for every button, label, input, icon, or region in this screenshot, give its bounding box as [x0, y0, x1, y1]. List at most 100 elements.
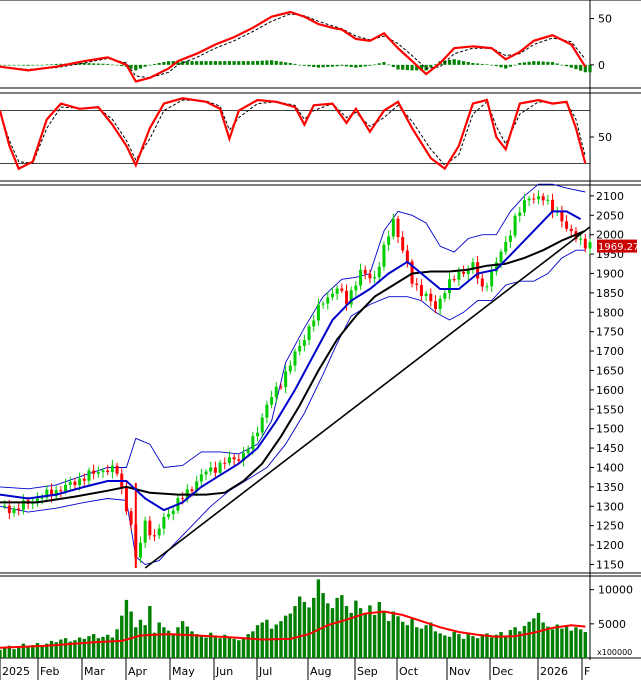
volume-bar: [457, 634, 461, 658]
macd-hist-bar: [87, 63, 91, 65]
macd-hist-bar: [204, 61, 208, 65]
volume-bar: [358, 608, 363, 658]
stochastic-panel: 50: [0, 97, 612, 171]
price-tick-label: 2100: [596, 190, 624, 203]
volume-bar: [396, 616, 400, 658]
volume-bar: [110, 637, 115, 658]
volume-bar: [447, 636, 452, 658]
candle-body: [157, 528, 161, 536]
candle-body: [138, 542, 142, 558]
stochastic-k-line: [0, 97, 587, 171]
candle-body: [298, 345, 302, 352]
macd-hist-bar: [480, 63, 484, 65]
volume-average-line: [0, 610, 586, 649]
volume-bar: [546, 626, 550, 658]
volume-bar: [96, 638, 101, 658]
price-tick-label: 1800: [596, 306, 624, 319]
candle-body: [148, 520, 152, 536]
candle-body: [326, 297, 330, 304]
volume-bar: [321, 593, 325, 658]
volume-bar: [171, 633, 175, 658]
candle-body: [471, 262, 475, 270]
macd-hist-bar: [358, 64, 363, 68]
volume-bar: [475, 638, 480, 658]
volume-bar: [246, 634, 250, 658]
volume-bar: [209, 632, 213, 658]
macd-hist-bar: [452, 59, 456, 65]
candle-body: [218, 462, 222, 473]
volume-bar: [2, 647, 7, 658]
candle-body: [551, 199, 555, 213]
month-label: Dec: [492, 665, 513, 678]
volume-bar: [504, 636, 508, 658]
volume-bar: [49, 640, 54, 658]
candle-body: [569, 228, 573, 232]
macd-hist-bar: [307, 64, 311, 67]
price-tick-label: 1900: [596, 267, 624, 280]
volume-bar: [527, 621, 531, 658]
candle-body: [382, 244, 386, 267]
macd-hist-bar: [579, 64, 583, 71]
volume-bar: [302, 601, 307, 658]
volume-bar: [480, 635, 485, 658]
volume-bar: [508, 629, 513, 658]
volume-bar: [157, 622, 161, 658]
macd-hist-bar: [316, 64, 321, 68]
macd-hist-bar: [550, 62, 555, 65]
volume-bar: [578, 629, 583, 658]
macd-hist-bar: [279, 61, 283, 65]
price-tick-label: 1650: [596, 364, 624, 377]
volume-bar: [77, 637, 82, 658]
macd-hist-bar: [138, 64, 143, 69]
price-tick-label: 1450: [596, 442, 624, 455]
volume-bar: [532, 618, 536, 658]
volume-bar: [288, 613, 293, 658]
candle-body: [373, 277, 377, 279]
candle-body: [518, 212, 522, 216]
candle-body: [209, 467, 213, 472]
macd-hist-bar: [218, 61, 222, 65]
volume-bar: [232, 638, 236, 658]
macd-hist-bar: [54, 63, 58, 65]
macd-hist-bar: [3, 64, 7, 66]
month-label: Mar: [84, 665, 105, 678]
volume-bar: [297, 596, 302, 658]
macd-hist-bar: [494, 64, 498, 67]
candle-body: [424, 293, 428, 296]
candle-body: [401, 236, 405, 251]
candle-body: [143, 520, 147, 543]
macd-hist-bar: [176, 61, 180, 65]
macd-hist-bar: [199, 61, 203, 65]
macd-hist-bar: [195, 61, 199, 65]
volume-bar: [199, 636, 204, 658]
volume-bar: [461, 638, 466, 658]
macd-hist-bar: [476, 63, 480, 65]
candle-body: [387, 236, 391, 245]
candle-body: [415, 283, 419, 285]
volume-bar: [386, 621, 391, 658]
macd-hist-bar: [241, 61, 246, 65]
volume-tick-5000: 5000: [598, 618, 626, 631]
candle-body: [335, 288, 339, 294]
month-label: Jun: [215, 665, 233, 678]
candle-body: [190, 489, 194, 492]
candle-body: [124, 488, 128, 512]
volume-bar: [377, 601, 381, 658]
volume-bar: [143, 625, 147, 658]
volume-bar: [26, 647, 30, 658]
last-price-value: 1969.27: [598, 242, 639, 253]
macd-hist-bar: [396, 64, 400, 70]
candle-body: [3, 505, 7, 507]
volume-bar: [354, 600, 358, 658]
candle-body: [251, 436, 255, 450]
month-label: 2026: [540, 665, 568, 678]
candle-body: [429, 293, 433, 302]
volume-bar: [424, 625, 428, 658]
candle-body: [54, 490, 58, 497]
macd-hist-bar: [522, 62, 527, 65]
volume-bar: [0, 649, 2, 658]
macd-hist-bar: [0, 64, 2, 66]
price-tick-label: 1400: [596, 461, 624, 474]
candle-body: [560, 210, 564, 222]
volume-bar: [330, 608, 335, 658]
